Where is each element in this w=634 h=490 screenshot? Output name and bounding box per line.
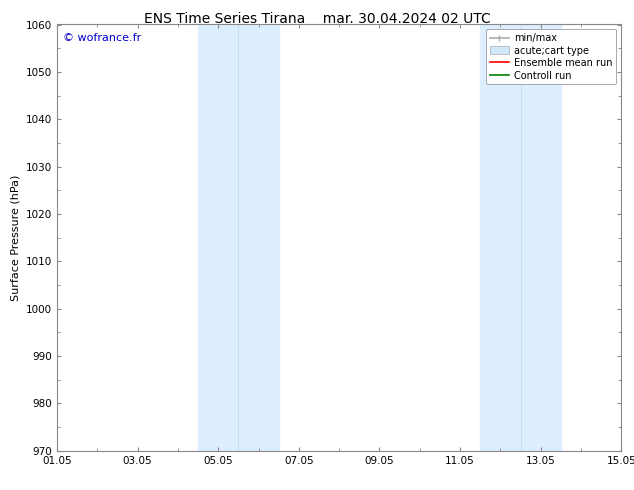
Y-axis label: Surface Pressure (hPa): Surface Pressure (hPa) [10, 174, 20, 301]
Text: © wofrance.fr: © wofrance.fr [63, 33, 141, 43]
Bar [198, 24, 238, 451]
Legend: min/max, acute;cart type, Ensemble mean run, Controll run: min/max, acute;cart type, Ensemble mean … [486, 29, 616, 84]
Bar [481, 24, 521, 451]
Bar [521, 24, 561, 451]
Bar [238, 24, 279, 451]
Text: ENS Time Series Tirana    mar. 30.04.2024 02 UTC: ENS Time Series Tirana mar. 30.04.2024 0… [144, 12, 490, 26]
